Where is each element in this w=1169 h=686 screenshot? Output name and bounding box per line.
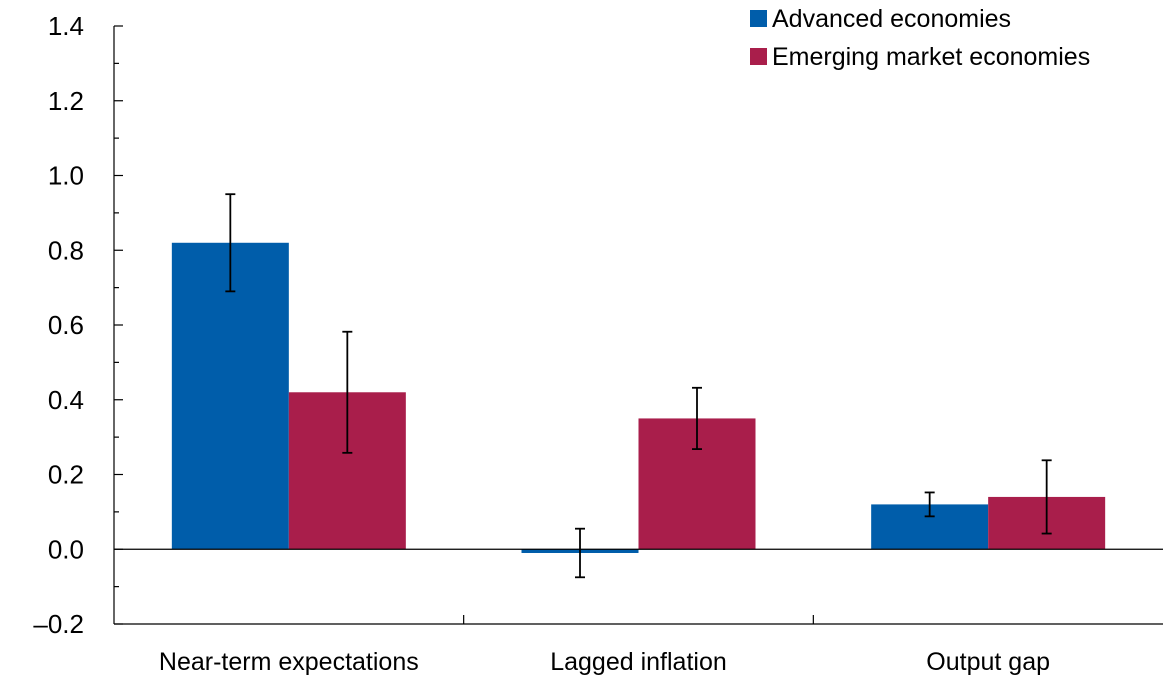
x-category-label: Output gap (926, 648, 1050, 676)
legend-swatch (750, 48, 767, 65)
legend-swatch (750, 10, 767, 27)
bar (171, 242, 289, 550)
y-tick-label: 1.0 (48, 161, 84, 191)
y-tick-label: 0.8 (48, 235, 84, 265)
legend-label: Advanced economies (772, 5, 1011, 33)
legend-label: Emerging market economies (772, 43, 1090, 71)
y-tick-label: 0.4 (48, 385, 84, 415)
x-category-label: Near-term expectations (159, 648, 419, 676)
legend: Advanced economies Emerging market econom… (750, 5, 1090, 71)
y-tick-label: 0.2 (48, 460, 84, 490)
y-tick-label: 1.4 (48, 11, 84, 41)
labels-layer: –0.2 0.0 0.2 0.4 0.6 0.8 1.0 1.2 1.4 Near-term ex… (33, 11, 1050, 676)
y-tick-label: –0.2 (33, 609, 84, 639)
error-bars-layer (225, 193, 1052, 579)
bars-layer (171, 242, 1106, 553)
x-category-label: Lagged inflation (550, 648, 727, 676)
y-tick-label: 0.0 (48, 534, 84, 564)
axes-layer (113, 25, 1163, 625)
y-tick-label: 0.6 (48, 310, 84, 340)
y-tick-label: 1.2 (48, 86, 84, 116)
